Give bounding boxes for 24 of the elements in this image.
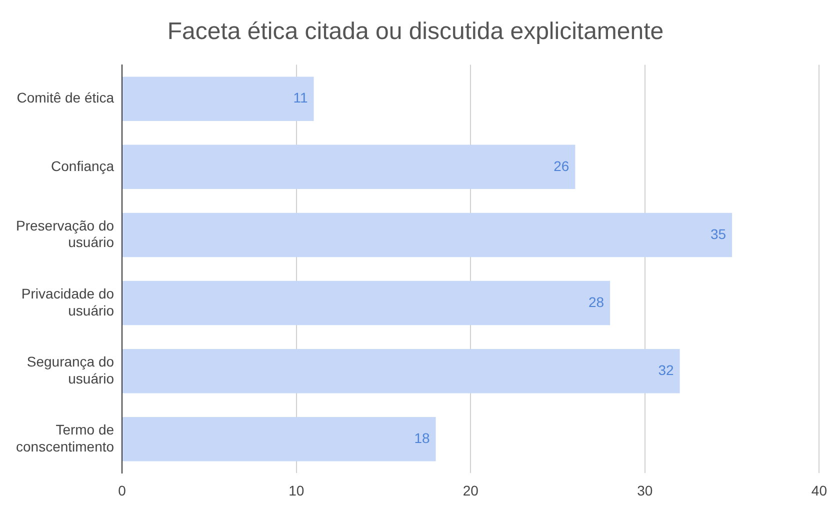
x-tick-label: 20 bbox=[462, 482, 479, 498]
y-tick-label: Privacidade do usuário bbox=[21, 285, 114, 318]
y-tick-label: Segurança do usuário bbox=[26, 354, 114, 386]
y-tick-label: Confiança bbox=[51, 158, 114, 174]
bar bbox=[122, 348, 680, 394]
x-tick-label: 40 bbox=[811, 482, 828, 498]
x-tick-label: 10 bbox=[288, 482, 304, 498]
data-label: 18 bbox=[414, 430, 430, 446]
data-label: 35 bbox=[710, 226, 726, 242]
bar bbox=[122, 212, 732, 258]
bar bbox=[122, 76, 314, 121]
data-label: 26 bbox=[554, 158, 570, 174]
x-tick-label: 0 bbox=[118, 482, 126, 498]
y-tick-label: Comitê de ética bbox=[16, 90, 114, 106]
data-label: 28 bbox=[588, 294, 604, 310]
bar bbox=[122, 280, 610, 326]
bar bbox=[122, 144, 576, 190]
y-tick-label: Termo de conscentimento bbox=[16, 422, 114, 454]
bar bbox=[122, 417, 436, 462]
data-label: 11 bbox=[293, 90, 308, 106]
y-tick-label: Preservação do usuário bbox=[16, 217, 114, 250]
x-tick-label: 30 bbox=[637, 482, 653, 498]
chart-title: Faceta ética citada ou discutida explicitamente bbox=[167, 18, 664, 46]
data-label: 32 bbox=[658, 362, 674, 378]
